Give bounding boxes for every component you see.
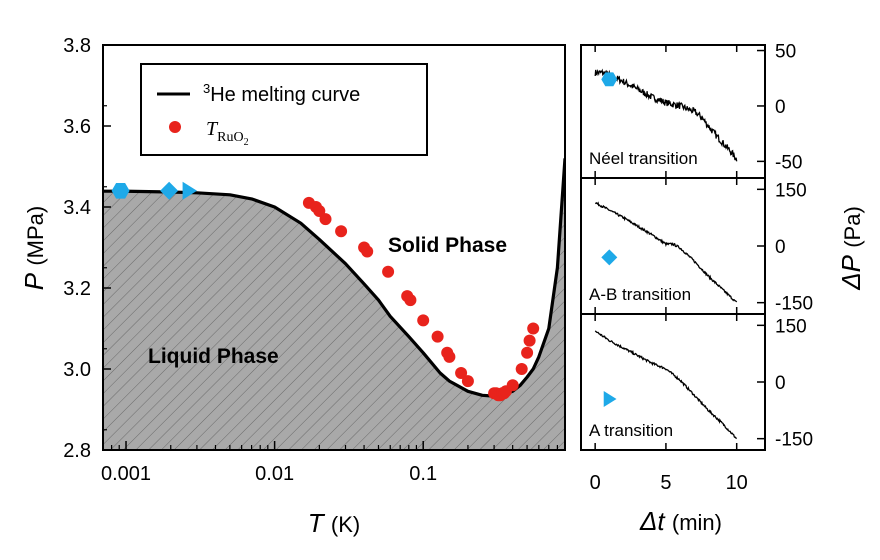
ruo2-data-point — [335, 225, 348, 238]
pressure-trace-line — [594, 330, 737, 440]
liquid-phase-region — [103, 158, 565, 450]
panel-label: A-B transition — [589, 285, 691, 304]
y-tick-label: 3.2 — [63, 278, 91, 300]
side-y-axis-title: ΔP (Pa) — [836, 206, 866, 291]
ruo2-data-point — [523, 334, 536, 347]
legend-dot-sub2: 2 — [244, 137, 249, 148]
ruo2-data-point — [461, 375, 474, 388]
main-data-layer — [103, 158, 565, 402]
legend: 3He melting curve TRuO2 — [140, 63, 428, 156]
y-axis-title-unit: (MPa) — [23, 206, 48, 266]
x-axis-title-unit: (K) — [331, 512, 360, 537]
ruo2-data-point — [443, 350, 456, 363]
pressure-trace-line — [595, 201, 738, 303]
ruo2-data-point — [361, 245, 374, 258]
trace-panel: A-B transition 150 0 -150 — [580, 177, 813, 315]
y-tick-label: 3.6 — [63, 116, 91, 138]
side-y-tick-label: -150 — [775, 430, 813, 451]
side-y-tick-label: 0 — [775, 97, 786, 118]
side-x-tick-label: 0 — [590, 472, 601, 494]
y-tick-label: 3.0 — [63, 359, 91, 381]
x-axis-title-var: T — [308, 508, 326, 538]
side-y-tick-label: 50 — [775, 42, 796, 63]
ruo2-data-point — [506, 379, 519, 392]
panel-label: A transition — [589, 421, 673, 440]
triangle-right-icon — [603, 391, 617, 407]
ruo2-data-point — [455, 367, 468, 379]
y-axis-title: P (MPa) — [19, 206, 49, 290]
side-y-axis-title-var: ΔP — [836, 254, 866, 290]
ruo2-data-point — [515, 363, 528, 375]
melting-curve-line — [103, 158, 565, 398]
ruo2-data-point — [319, 213, 332, 226]
legend-box — [140, 63, 428, 156]
main-plot-frame — [102, 44, 566, 451]
ruo2-data-point — [404, 294, 417, 307]
hexagon-icon — [601, 72, 618, 87]
side-y-tick-label: -150 — [775, 294, 813, 315]
x-tick-label: 0.01 — [255, 463, 294, 485]
x-tick-label: 0.001 — [101, 463, 151, 485]
trace-panel: A transition 150 0 -150 — [580, 313, 813, 451]
side-y-tick-label: 150 — [775, 316, 807, 337]
legend-dot-sub: RuO — [217, 130, 243, 145]
side-x-axis-title-var: Δt — [639, 506, 666, 536]
legend-dot-swatch — [169, 121, 181, 133]
main-panel: 2.8 3.0 3.2 3.4 3.6 3.8 0.001 0.01 0.1 Solid Pha… — [19, 35, 566, 538]
side-x-tick-label: 5 — [660, 472, 671, 494]
pressure-trace-line — [594, 68, 738, 162]
legend-dot-main: T — [206, 118, 219, 140]
x-tick-label: 0.1 — [409, 463, 437, 485]
ruo2-data-point — [382, 265, 395, 278]
panel-frame — [580, 313, 766, 451]
ruo2-data-point — [431, 330, 444, 343]
side-x-axis-title-unit: (min) — [672, 510, 722, 535]
x-axis-title: T (K) — [308, 508, 360, 538]
ruo2-data-point — [527, 322, 540, 335]
side-y-tick-label: 0 — [775, 237, 786, 258]
diamond-transition-marker — [160, 181, 179, 200]
y-axis-title-var: P — [19, 272, 49, 290]
side-y-tick-label: 0 — [775, 373, 786, 394]
ruo2-data-point — [521, 346, 534, 359]
legend-dot-label: TRuO2 — [206, 118, 249, 148]
panel-label: Néel transition — [589, 149, 698, 168]
trace-panel: Néel transition 50 0 -50 — [580, 42, 802, 179]
legend-line-label: 3He melting curve — [203, 81, 360, 106]
liquid-phase-label: Liquid Phase — [148, 345, 279, 368]
ruo2-data-point — [313, 205, 326, 217]
triangle-right-transition-marker — [182, 181, 198, 200]
y-tick-label: 2.8 — [63, 440, 91, 462]
side-x-tick-label: 10 — [726, 472, 748, 494]
side-x-axis-title: Δt (min) — [639, 506, 722, 536]
legend-line-sup: 3 — [203, 81, 210, 96]
main-axis-ticks: 2.8 3.0 3.2 3.4 3.6 3.8 0.001 0.01 0.1 — [63, 35, 566, 485]
y-tick-label: 3.8 — [63, 35, 91, 57]
legend-line-text: He melting curve — [210, 84, 360, 106]
side-y-tick-label: 150 — [775, 180, 807, 201]
side-y-axis-title-unit: (Pa) — [840, 206, 865, 248]
y-tick-label: 3.4 — [63, 197, 91, 219]
solid-phase-label: Solid Phase — [388, 234, 507, 257]
side-y-tick-label: -50 — [775, 152, 802, 173]
ruo2-data-point — [417, 314, 430, 327]
diamond-icon — [601, 249, 618, 266]
hexagon-transition-marker — [111, 183, 130, 199]
